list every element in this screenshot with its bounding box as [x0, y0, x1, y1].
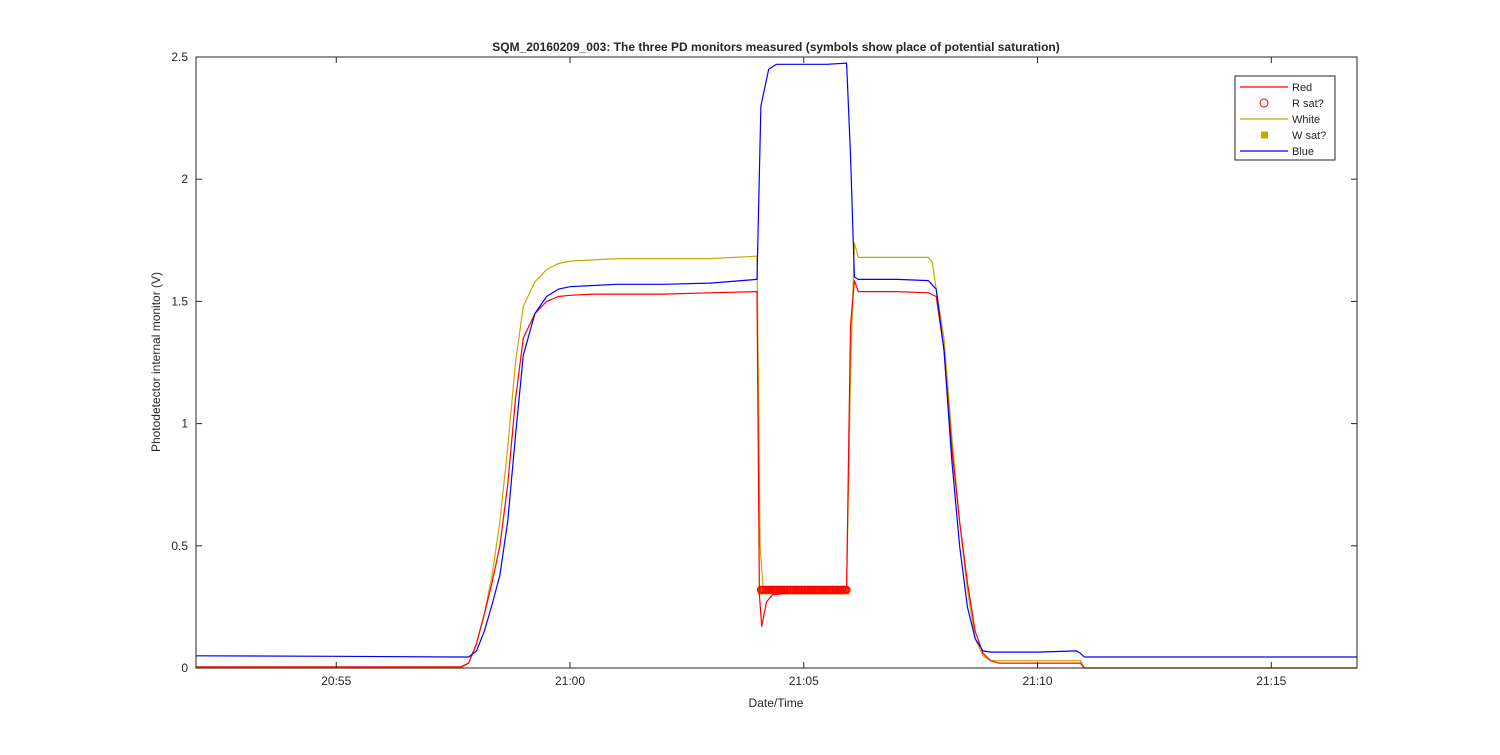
series-r-sat-marker: [842, 585, 851, 594]
plot-area: [196, 57, 1357, 668]
y-axis-label: Photodetector internal monitor (V): [149, 272, 163, 452]
x-axis-label: Date/Time: [749, 696, 804, 710]
y-tick-label: 1: [181, 417, 188, 431]
legend: Red R sat? White W sat? Blue: [1234, 75, 1336, 161]
y-tick-label: 0: [181, 661, 188, 675]
legend-label-r-sat: R sat?: [1292, 98, 1324, 110]
legend-swatch-r-sat: [1259, 98, 1269, 108]
legend-label-w-sat: W sat?: [1292, 130, 1326, 142]
series-blue-line: [195, 62, 1357, 658]
series-r-sat-markers: [756, 585, 851, 594]
legend-swatch-w-sat: [1261, 131, 1268, 139]
x-tick-label: 21:00: [555, 674, 585, 688]
legend-label-red: Red: [1292, 82, 1312, 94]
x-tick-label: 21:10: [1023, 674, 1053, 688]
y-tick-label: 2.5: [171, 50, 188, 64]
axes-layer: 20:55 21:00 21:05 21:10 21:15 0 0.5 1 1.5 2 2.5: [171, 50, 1358, 688]
y-tick-label: 1.5: [171, 294, 188, 308]
x-tick-label: 21:15: [1256, 674, 1286, 688]
series-layer: [195, 62, 1357, 669]
legend-label-blue: Blue: [1292, 146, 1314, 158]
y-tick-label: 0.5: [171, 539, 188, 553]
legend-box: [1234, 75, 1336, 161]
axes-box: [195, 56, 1358, 669]
y-tick-label: 2: [181, 172, 188, 186]
legend-label-white: White: [1292, 114, 1320, 126]
x-tick-label: 21:05: [789, 674, 819, 688]
x-tick-label: 20:55: [321, 674, 351, 688]
chart-title: SQM_20160209_003: The three PD monitors …: [492, 40, 1060, 54]
